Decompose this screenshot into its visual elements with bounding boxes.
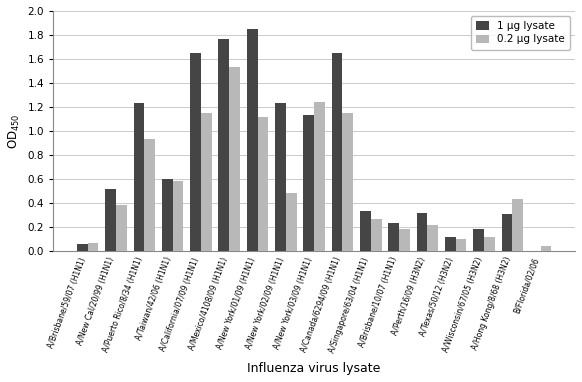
Bar (173, 181, 183, 251)
Y-axis label: OD$_{450}$: OD$_{450}$ (7, 113, 22, 149)
Bar (473, 229, 484, 251)
Bar (417, 213, 427, 251)
Bar (229, 67, 240, 251)
Bar (360, 211, 371, 251)
Bar (512, 199, 523, 251)
Bar (502, 214, 512, 251)
Bar (541, 246, 551, 251)
Bar (303, 115, 314, 251)
Bar (342, 113, 353, 251)
Bar (144, 139, 155, 251)
Bar (371, 219, 382, 251)
Bar (77, 244, 88, 251)
Bar (134, 104, 144, 251)
Bar (88, 243, 98, 251)
Bar (286, 193, 297, 251)
Bar (258, 117, 268, 251)
Bar (190, 53, 201, 251)
Bar (162, 179, 173, 251)
Bar (388, 223, 399, 251)
Bar (332, 53, 342, 251)
Bar (399, 229, 410, 251)
Bar (445, 236, 456, 251)
Bar (484, 236, 495, 251)
Bar (456, 239, 466, 251)
Bar (427, 225, 438, 251)
X-axis label: Influenza virus lysate: Influenza virus lysate (247, 362, 381, 375)
Bar (275, 104, 286, 251)
Bar (201, 113, 212, 251)
Bar (105, 189, 116, 251)
Bar (247, 29, 258, 251)
Legend: 1 μg lysate, 0.2 μg lysate: 1 μg lysate, 0.2 μg lysate (471, 16, 570, 50)
Bar (314, 102, 325, 251)
Bar (116, 206, 127, 251)
Bar (218, 39, 229, 251)
